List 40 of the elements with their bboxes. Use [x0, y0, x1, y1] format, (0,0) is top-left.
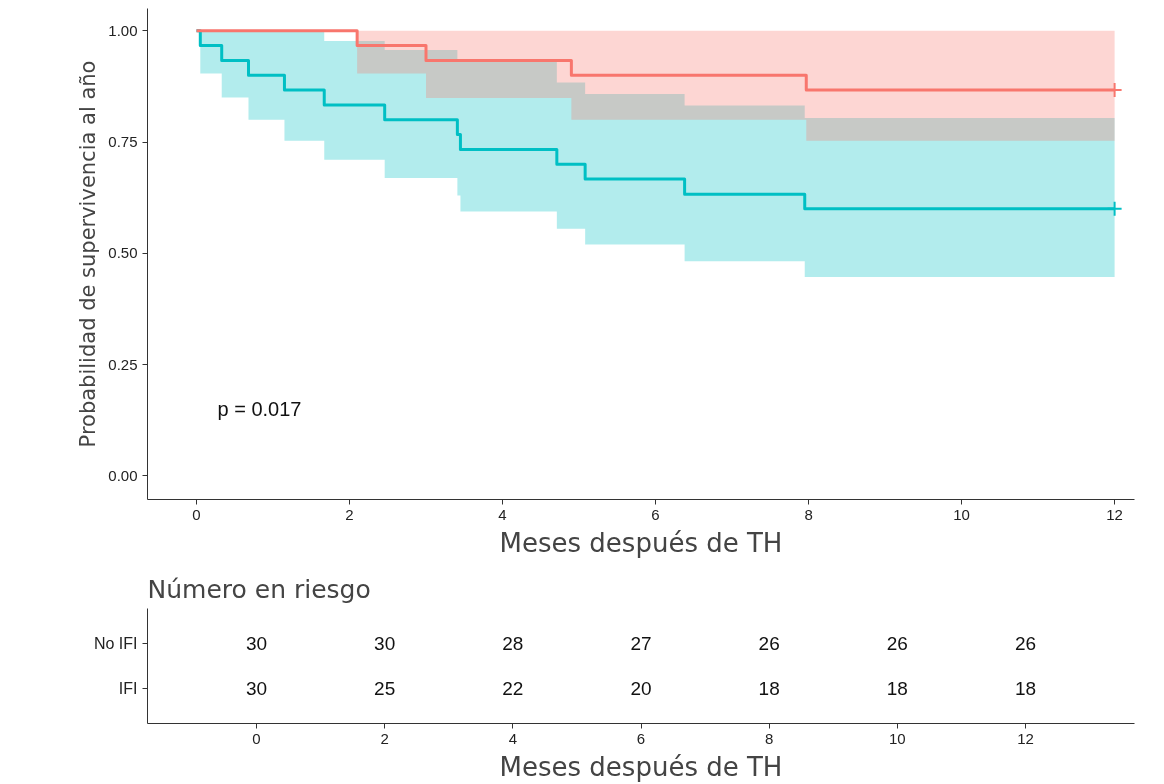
- x-tick-label: 12: [1106, 505, 1123, 523]
- y-axis-title: Probabilidad de supervivencia al año: [76, 60, 101, 448]
- x-tick-label: 10: [953, 505, 970, 523]
- data-label: 18: [1014, 677, 1037, 699]
- y-tick-label: 1.00: [108, 21, 138, 39]
- data-label: 20: [630, 677, 652, 699]
- data-label: 28: [502, 633, 524, 655]
- y-tick-label: 0.75: [108, 133, 138, 151]
- x-tick-label: 8: [765, 729, 774, 747]
- x-tick-label: 0: [252, 729, 261, 747]
- x-tick-label: 10: [889, 729, 906, 747]
- x-tick-label: 8: [804, 505, 813, 523]
- data-label: 18: [886, 677, 908, 699]
- x-tick-label: 2: [380, 729, 389, 747]
- x-tick-label: 12: [1017, 729, 1034, 747]
- x-axis-title: Meses después de TH: [499, 527, 783, 558]
- data-label: 27: [630, 633, 652, 655]
- data-label: 18: [758, 677, 780, 699]
- annotation: p = 0.017: [217, 397, 302, 420]
- y-tick-label: IFI: [118, 679, 138, 697]
- x-tick-label: 4: [498, 505, 507, 523]
- data-label: 22: [502, 677, 524, 699]
- data-label: 26: [1014, 633, 1037, 655]
- data-label: 26: [758, 633, 780, 655]
- x-axis-title: Meses después de TH: [499, 751, 783, 782]
- y-tick-label: 0.00: [108, 466, 138, 484]
- data-label: 25: [374, 677, 396, 699]
- y-tick-label: 0.50: [108, 244, 138, 262]
- x-tick-label: 6: [636, 729, 646, 747]
- y-tick-label: 0.25: [108, 355, 138, 373]
- data-label: 30: [245, 633, 268, 655]
- x-tick-label: 0: [192, 505, 201, 523]
- x-tick-label: 2: [345, 505, 354, 523]
- chart-title: Número en riesgo: [147, 574, 371, 604]
- data-label: 30: [245, 677, 268, 699]
- data-label: 30: [374, 633, 396, 655]
- data-label: 26: [886, 633, 908, 655]
- y-tick-label: No IFI: [93, 635, 138, 653]
- x-tick-label: 4: [508, 729, 517, 747]
- x-tick-label: 6: [651, 505, 660, 523]
